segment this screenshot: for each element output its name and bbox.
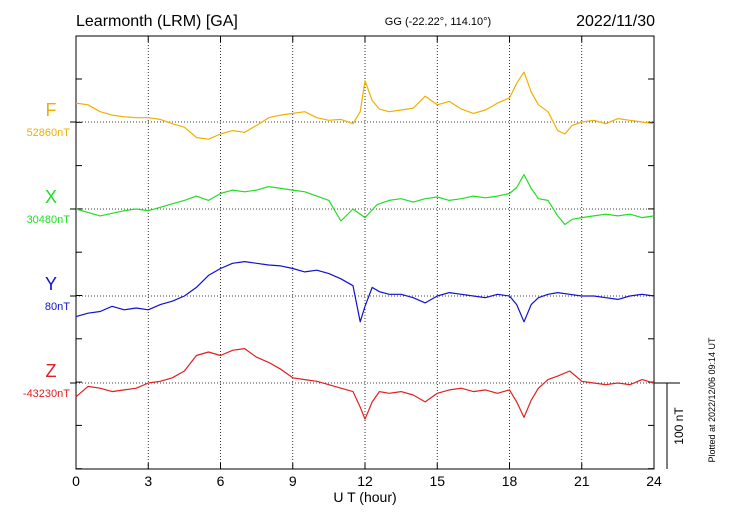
series-name-x: X bbox=[45, 187, 57, 207]
x-tick-label: 24 bbox=[646, 473, 662, 489]
x-tick-label: 21 bbox=[574, 473, 590, 489]
x-tick-label: 3 bbox=[144, 473, 152, 489]
series-baseline-y: 80nT bbox=[45, 301, 70, 313]
series-lines bbox=[75, 71, 655, 420]
x-axis-label: U T (hour) bbox=[333, 489, 396, 505]
series-line-f bbox=[75, 71, 655, 140]
x-tick-label: 12 bbox=[357, 473, 373, 489]
grid bbox=[76, 36, 654, 470]
series-baseline-x: 30480nT bbox=[27, 214, 71, 226]
series-name-z: Z bbox=[46, 361, 57, 381]
scale-bar-label: 100 nT bbox=[672, 407, 686, 445]
x-tick-label: 9 bbox=[289, 473, 297, 489]
series-baseline-z: -43230nT bbox=[23, 388, 70, 400]
x-tick-label: 15 bbox=[429, 473, 445, 489]
series-baseline-f: 52860nT bbox=[27, 127, 71, 139]
series-line-y bbox=[75, 261, 655, 323]
station-coordinates: GG (-22.22°, 114.10°) bbox=[385, 16, 491, 28]
station-title: Learmonth (LRM) [GA] bbox=[76, 13, 238, 30]
series-name-y: Y bbox=[45, 274, 57, 294]
series-name-f: F bbox=[46, 100, 57, 120]
x-axis-ticks: 0 3 6 9 12 15 18 21 24 bbox=[72, 36, 662, 489]
scale-bar: 100 nT bbox=[654, 382, 686, 469]
baselines bbox=[70, 121, 654, 384]
plotted-timestamp: Plotted at 2022/12/06 09:14 UT bbox=[707, 337, 717, 463]
series-labels: F 52860nT X 30480nT Y 80nT Z -43230nT bbox=[23, 100, 70, 400]
x-tick-label: 0 bbox=[72, 473, 80, 489]
x-tick-label: 18 bbox=[502, 473, 518, 489]
x-tick-label: 6 bbox=[217, 473, 225, 489]
plot-date: 2022/11/30 bbox=[576, 13, 655, 30]
series-line-z bbox=[75, 348, 655, 420]
series-line-x bbox=[75, 174, 655, 226]
